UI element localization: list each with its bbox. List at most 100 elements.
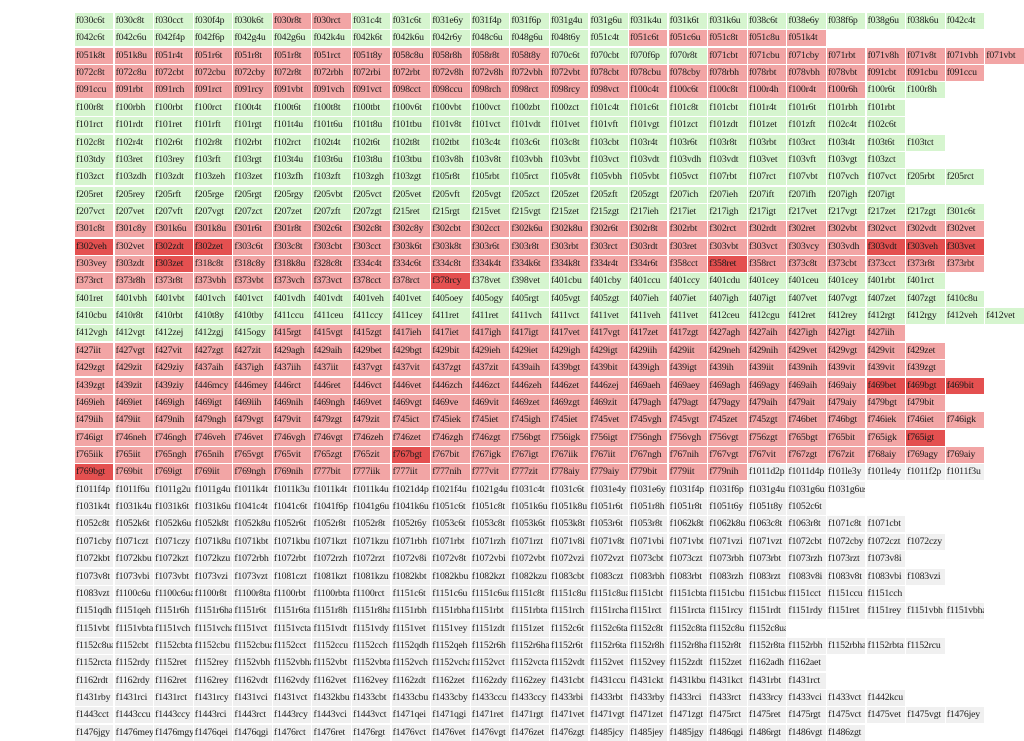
part-cell: f427zgt	[193, 342, 233, 359]
part-cell: f373vct	[312, 273, 351, 290]
part-cell: f1100rbt	[272, 585, 312, 602]
part-cell: f101rft	[193, 117, 233, 134]
part-cell: f405zgt	[589, 290, 628, 307]
part-cell: f429neh	[708, 342, 747, 359]
part-cell: f051r4t	[154, 47, 193, 64]
part-cell: f042f4p	[154, 30, 193, 47]
part-cell: f407vgt	[826, 290, 866, 307]
part-cell: f1152c6t	[549, 620, 589, 637]
part-cell: f1083vzt	[75, 585, 114, 602]
part-cell	[985, 707, 1023, 723]
part-cell	[985, 256, 1023, 272]
part-cell: f302vet	[945, 221, 985, 238]
part-cell: f1100r8t	[193, 585, 233, 602]
part-cell: f1151rbha	[431, 603, 470, 620]
part-cell: f334k4t	[470, 256, 510, 273]
part-cell: f1162zdt	[391, 672, 431, 689]
part-cell: f217vgt	[826, 203, 866, 220]
part-cell: f1011f2p	[906, 464, 945, 481]
part-cell: f1162zdy	[470, 672, 510, 689]
part-cell: f412ret	[787, 308, 826, 325]
part-cell	[946, 534, 984, 550]
part-cell: f1031e4y	[589, 481, 628, 498]
part-cell: f042k6u	[391, 30, 431, 47]
part-cell: f756igt	[589, 429, 628, 446]
part-cell: f412rey	[826, 308, 866, 325]
part-cell: f1052r8t	[312, 516, 351, 533]
part-cell: f479agt	[668, 394, 708, 411]
part-cell: f051c6t	[629, 30, 668, 47]
part-cell: f765igt	[906, 429, 945, 446]
part-cell: f101c4t	[589, 99, 628, 116]
part-cell: f1031k4t	[75, 499, 114, 516]
part-cell: f102tbt	[431, 134, 470, 151]
part-cell	[906, 551, 944, 567]
part-cell: f038g6u	[866, 13, 905, 29]
part-cell: f105rct	[510, 169, 549, 186]
part-cell: f303cct	[352, 238, 391, 255]
part-cell: f1485jey	[629, 724, 668, 741]
part-cell: f1073vzi	[193, 568, 233, 585]
part-cell: f207ift	[747, 186, 787, 203]
part-cell	[946, 551, 984, 567]
part-cell	[946, 655, 984, 671]
part-cell: f407zet	[866, 290, 905, 307]
part-cell: f417iet	[431, 325, 470, 342]
part-cell: f100v6t	[391, 99, 431, 116]
part-cell: f103zft	[312, 169, 351, 186]
part-cell: f303rct	[589, 238, 628, 255]
part-cell: f048g6u	[510, 30, 549, 47]
part-cell: f469zet	[510, 394, 549, 411]
mcu-part-grid: f030c6t f030c8t f030cct f030f4p f030k6t f030r…	[75, 13, 1024, 741]
part-cell: f1471ret	[470, 707, 510, 724]
part-cell: f767bit	[431, 446, 470, 463]
part-cell	[946, 343, 984, 359]
part-cell	[985, 603, 1023, 619]
part-cell: f746vgt	[312, 429, 351, 446]
part-cell	[867, 621, 905, 637]
part-cell: f105vbh	[589, 169, 628, 186]
part-cell	[946, 638, 984, 654]
part-cell: f1151vch	[154, 620, 193, 637]
part-cell: f038f6p	[826, 13, 866, 29]
part-cell: f205zet	[549, 186, 589, 203]
part-cell	[985, 516, 1023, 532]
part-cell	[946, 325, 984, 341]
part-cell: f091rbt	[114, 82, 153, 99]
part-cell: f100r6t	[866, 82, 905, 99]
part-cell: f373vbh	[193, 273, 233, 290]
part-cell: f417ieh	[391, 325, 431, 342]
part-cell	[946, 586, 984, 602]
part-cell: f469bgt	[906, 377, 945, 394]
part-cell: f031k6u	[708, 13, 747, 29]
part-cell: f303r6t	[470, 238, 510, 255]
part-cell: f101vct	[470, 117, 510, 134]
part-cell: f103zdt	[154, 169, 193, 186]
part-cell: f103v8h	[431, 151, 470, 168]
part-cell: f1081kzu	[352, 568, 391, 585]
part-cell: f1152vcha	[431, 655, 470, 672]
part-cell: f302cct	[470, 221, 510, 238]
part-cell: f469zgt	[549, 394, 589, 411]
part-cell	[906, 117, 944, 133]
part-cell: f1476vgt	[470, 724, 510, 741]
part-cell: f100rct	[193, 99, 233, 116]
part-cell: f1071rzt	[510, 533, 549, 550]
part-cell: f051k8u	[114, 47, 153, 64]
part-cell: f301r6t	[233, 221, 272, 238]
part-cell	[867, 655, 905, 671]
part-cell: f334k6t	[510, 256, 549, 273]
part-cell: f1053k8t	[549, 516, 589, 533]
part-cell	[867, 673, 905, 689]
part-cell: f469aiy	[826, 377, 866, 394]
part-cell: f1073rbt	[747, 551, 787, 568]
part-cell: f412zej	[154, 325, 193, 342]
part-cell: f765iik	[75, 446, 114, 463]
part-cell: f071v8h	[866, 47, 905, 64]
part-cell: f479aih	[747, 394, 787, 411]
part-cell: f207zgt	[352, 203, 391, 220]
part-cell: f1151rbta	[510, 603, 549, 620]
part-cell: f1062k8u	[708, 516, 747, 533]
part-cell: f101c8t	[668, 99, 708, 116]
part-cell: f746bet	[787, 412, 826, 429]
